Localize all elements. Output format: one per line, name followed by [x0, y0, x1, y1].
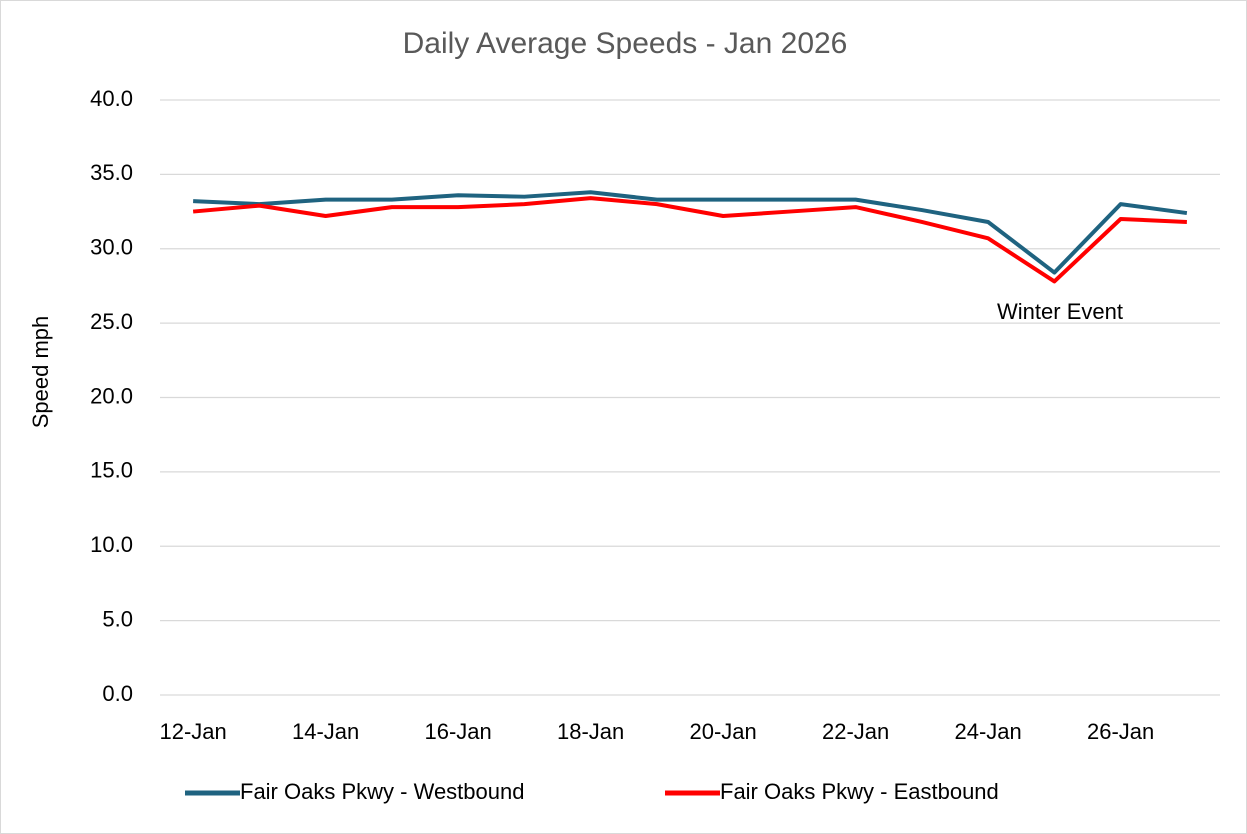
y-tick-label: 30.0: [90, 235, 133, 260]
x-tick-label: 14-Jan: [292, 719, 359, 744]
x-tick-label: 18-Jan: [557, 719, 624, 744]
x-tick-label: 26-Jan: [1087, 719, 1154, 744]
x-tick-label: 20-Jan: [689, 719, 756, 744]
y-tick-label: 10.0: [90, 532, 133, 557]
series-line: [193, 190, 1188, 275]
y-tick-label: 35.0: [90, 160, 133, 185]
series-line: [192, 196, 1187, 284]
y-tick-label: 0.0: [102, 681, 133, 706]
y-tick-label: 40.0: [90, 86, 133, 111]
x-tick-label: 12-Jan: [159, 719, 226, 744]
x-tick-label: 16-Jan: [424, 719, 491, 744]
annotation: Winter Event: [997, 299, 1123, 324]
y-tick-label: 20.0: [90, 383, 133, 408]
y-tick-label: 15.0: [90, 458, 133, 483]
y-tick-label: 5.0: [102, 606, 133, 631]
chart-title: Daily Average Speeds - Jan 2026: [403, 27, 848, 60]
legend-label: Fair Oaks Pkwy - Eastbound: [720, 779, 999, 804]
y-tick-label: 25.0: [90, 309, 133, 334]
legend-label: Fair Oaks Pkwy - Westbound: [240, 779, 524, 804]
x-tick-label: 22-Jan: [822, 719, 889, 744]
x-tick-label: 24-Jan: [954, 719, 1021, 744]
y-axis-label: Speed mph: [28, 316, 53, 429]
